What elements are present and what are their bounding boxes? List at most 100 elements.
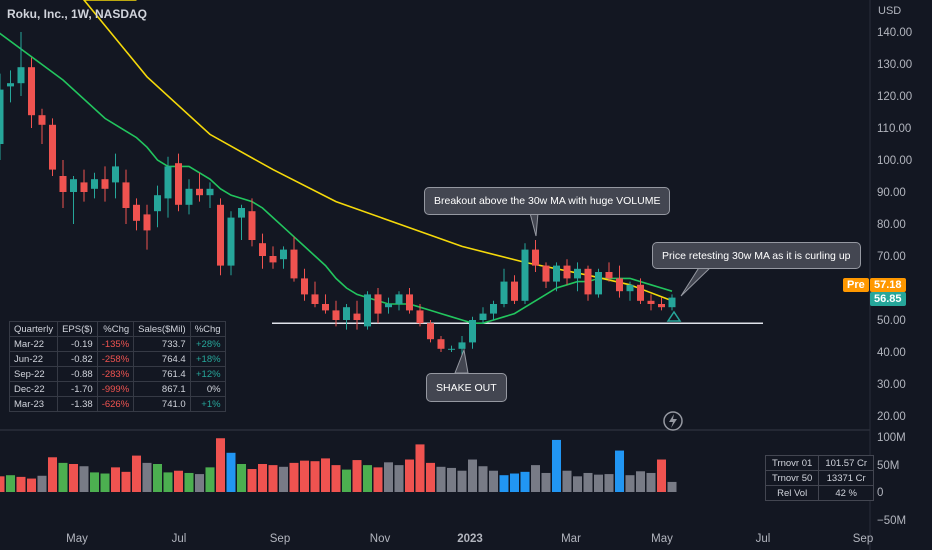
candle-body — [343, 307, 350, 320]
volume-bar — [583, 472, 593, 492]
ma-fast-line — [0, 32, 673, 324]
retest-callout: Price retesting 30w MA as it is curling … — [652, 242, 861, 269]
eps-cell: +12% — [189, 366, 226, 382]
eps-header-row: Quarterly EPS($) %Chg Sales($Mil) %Chg — [8, 321, 226, 337]
price-tick-label: 110.00 — [877, 123, 911, 135]
volume-bar — [594, 474, 603, 492]
volume-bar — [27, 478, 36, 492]
eps-header: %Chg — [96, 321, 135, 337]
lightning-bolt-glyph — [669, 414, 677, 428]
candle-body — [217, 204, 224, 266]
eps-cell: Jun-22 — [8, 351, 59, 367]
candle-body — [374, 294, 382, 314]
eps-cell: -999% — [96, 381, 135, 397]
candle-body — [322, 304, 329, 311]
volume-bar — [184, 472, 194, 492]
candle-body — [280, 249, 287, 260]
volume-bar — [58, 462, 68, 492]
candle-body — [605, 272, 613, 279]
turnover-label: Trnovr 01 — [764, 455, 820, 471]
candle-body — [332, 310, 340, 320]
candle-body — [7, 83, 14, 87]
time-tick-label: Nov — [370, 533, 391, 545]
volume-bar — [48, 457, 57, 492]
eps-header: %Chg — [189, 321, 226, 337]
volume-bar — [447, 467, 456, 492]
eps-cell: Sep-22 — [8, 366, 59, 382]
eps-header: Quarterly — [8, 321, 59, 337]
candle-body — [626, 284, 634, 292]
volume-bar — [667, 481, 677, 492]
chart-title: Roku, Inc., 1W, NASDAQ — [7, 7, 148, 21]
candle-body — [511, 281, 518, 301]
volume-bar — [625, 475, 635, 492]
price-tick-label: 130.00 — [877, 59, 912, 71]
time-tick-label: 2023 — [457, 533, 483, 545]
volume-bar — [573, 476, 582, 492]
turnover-table: Trnovr 01 101.57 Cr Trnovr 50 13371 Cr R… — [764, 455, 875, 501]
volume-tick-label: −50M — [877, 515, 906, 527]
eps-cell: -0.88 — [57, 366, 98, 382]
candle-body — [395, 294, 403, 304]
price-tick-label: 120.00 — [877, 91, 912, 103]
candle-body — [17, 67, 25, 84]
candle-body — [532, 249, 539, 266]
price-tick-label: 40.00 — [877, 347, 906, 359]
candle-body — [448, 348, 455, 350]
candle-body — [133, 204, 140, 221]
candle-body — [490, 304, 497, 314]
eps-row: Mar-22 -0.19 -135% 733.7 +28% — [8, 336, 226, 352]
candle-body — [311, 294, 319, 304]
eps-header: EPS($) — [57, 321, 98, 337]
eps-cell: +18% — [189, 351, 226, 367]
volume-bar — [121, 471, 131, 492]
volume-bar — [384, 462, 393, 492]
eps-cell: -258% — [96, 351, 135, 367]
candle-body — [647, 300, 655, 304]
candle-body — [143, 214, 151, 231]
volume-bar — [289, 462, 299, 492]
pre-price-tag: 57.18 — [870, 278, 906, 292]
volume-bar — [426, 462, 435, 492]
price-tick-label: 30.00 — [877, 379, 906, 391]
time-tick-label: May — [651, 533, 673, 545]
candle-body — [406, 294, 413, 311]
candle-body — [70, 179, 77, 192]
volume-bar — [562, 470, 572, 492]
volume-bar — [37, 475, 47, 492]
eps-cell: 741.0 — [133, 396, 191, 412]
candle-body — [112, 166, 119, 183]
candle-body — [175, 163, 182, 205]
turnover-row: Rel Vol 42 % — [764, 485, 875, 501]
eps-cell: Dec-22 — [8, 381, 59, 397]
candle-body — [301, 278, 308, 295]
eps-cell: -283% — [96, 366, 135, 382]
candle-body — [38, 115, 46, 125]
volume-bar — [321, 458, 330, 492]
breakout-callout: Breakout above the 30w MA with huge VOLU… — [424, 187, 671, 215]
volume-bar — [258, 464, 267, 492]
time-tick-label: Mar — [561, 533, 581, 545]
price-tick-label: 70.00 — [877, 251, 906, 263]
price-tick-label: 90.00 — [877, 187, 906, 199]
turnover-value: 42 % — [818, 485, 875, 501]
candle-body — [353, 313, 361, 320]
candle-body — [248, 211, 256, 240]
candle-body — [385, 304, 392, 308]
volume-bar — [90, 472, 99, 492]
lightning-icon[interactable] — [663, 411, 683, 431]
volume-bar — [300, 460, 309, 492]
volume-bar — [342, 469, 351, 492]
eps-cell: +1% — [189, 396, 226, 412]
candle-body — [458, 342, 466, 349]
volume-bar — [552, 439, 561, 492]
candle-body — [469, 320, 476, 343]
turnover-value: 13371 Cr — [818, 470, 875, 486]
candle-body — [637, 284, 644, 301]
volume-bar — [132, 455, 141, 492]
eps-row: Mar-23 -1.38 -626% 741.0 +1% — [8, 396, 226, 412]
candle-body — [91, 179, 98, 189]
volume-bar — [615, 450, 624, 492]
candle-body — [521, 249, 529, 301]
